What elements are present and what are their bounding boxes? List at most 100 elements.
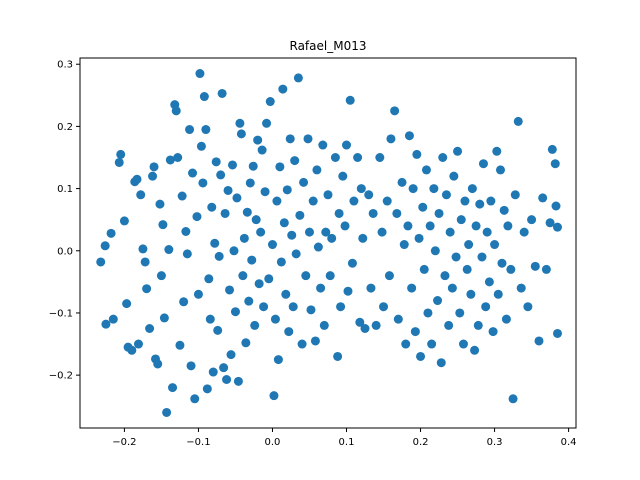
scatter-point	[490, 240, 500, 250]
scatter-point	[132, 174, 142, 184]
scatter-point	[199, 92, 209, 102]
scatter-point	[265, 97, 275, 107]
scatter-point	[262, 118, 272, 128]
scatter-point	[408, 184, 418, 194]
scatter-point	[440, 271, 450, 281]
scatter-point	[285, 134, 295, 144]
scatter-point	[133, 339, 143, 349]
scatter-point	[148, 171, 158, 181]
scatter-point	[217, 88, 227, 98]
scatter-point	[488, 327, 498, 337]
scatter-point	[190, 394, 200, 404]
scatter-point	[358, 233, 368, 243]
scatter-point	[444, 320, 454, 330]
scatter-point	[418, 202, 428, 212]
scatter-point	[470, 345, 480, 355]
scatter-point	[244, 296, 254, 306]
scatter-point	[272, 196, 282, 206]
scatter-point	[248, 161, 258, 171]
scatter-point	[251, 215, 261, 225]
scatter-point	[181, 227, 191, 236]
scatter-point	[552, 328, 562, 338]
scatter-point	[534, 336, 544, 346]
scatter-point	[538, 193, 548, 203]
scatter-point	[239, 233, 249, 243]
scatter-point	[449, 171, 459, 181]
scatter-point	[330, 153, 340, 162]
scatter-point	[379, 302, 389, 312]
scatter-point	[455, 308, 465, 318]
x-tick-label: 0.4	[561, 437, 577, 448]
scatter-point	[155, 199, 165, 209]
scatter-point	[260, 187, 270, 197]
scatter-point	[423, 308, 433, 318]
scatter-point	[208, 367, 218, 377]
scatter-point	[226, 350, 236, 360]
scatter-point	[241, 338, 251, 348]
scatter-point	[550, 159, 560, 169]
scatter-point	[301, 271, 311, 281]
scatter-point	[384, 271, 394, 281]
scatter-point	[245, 178, 255, 188]
scatter-point	[310, 336, 320, 346]
scatter-point	[506, 264, 516, 274]
scatter-point	[196, 141, 206, 151]
scatter-point	[399, 240, 409, 250]
scatter-point	[377, 227, 387, 237]
scatter-point	[541, 264, 551, 274]
scatter-point	[213, 325, 223, 335]
scatter-point	[164, 245, 174, 255]
scatter-point	[214, 251, 224, 261]
scatter-point	[552, 222, 562, 232]
scatter-point	[238, 271, 248, 281]
scatter-point	[401, 339, 411, 349]
scatter-point	[356, 184, 366, 194]
scatter-point	[451, 252, 461, 262]
scatter-point	[433, 296, 443, 306]
scatter-point	[299, 177, 309, 187]
scatter-point	[478, 159, 488, 169]
scatter-point	[201, 125, 211, 135]
scatter-point	[156, 271, 166, 281]
scatter-point	[295, 210, 305, 220]
scatter-point	[138, 244, 148, 254]
scatter-point	[106, 228, 116, 238]
scatter-point	[462, 264, 472, 274]
scatter-point	[345, 95, 355, 105]
scatter-point	[523, 302, 533, 312]
scatter-point	[460, 196, 470, 206]
scatter-point	[306, 305, 316, 315]
scatter-point	[349, 196, 359, 206]
scatter-point	[410, 327, 420, 337]
scatter-point	[458, 339, 468, 349]
scatter-point	[188, 168, 198, 178]
scatter-point	[333, 351, 343, 361]
scatter-point	[397, 177, 407, 187]
scatter-point	[235, 118, 245, 128]
scatter-point	[177, 191, 187, 201]
scatter-point	[386, 134, 396, 144]
scatter-point	[198, 178, 208, 188]
scatter-point	[382, 196, 392, 206]
scatter-point	[267, 240, 277, 250]
scatter-point	[467, 184, 477, 194]
x-tick-label: 0.0	[265, 437, 281, 448]
scatter-point	[291, 249, 301, 259]
scatter-point	[192, 212, 202, 222]
scatter-point	[185, 125, 195, 135]
scatter-point	[316, 283, 326, 293]
scatter-point	[508, 394, 518, 404]
scatter-point	[195, 69, 205, 79]
scatter-point	[499, 205, 509, 215]
scatter-point	[233, 376, 243, 386]
scatter-point	[145, 324, 155, 333]
scatter-point	[153, 359, 163, 369]
scatter-point	[456, 215, 466, 225]
scatter-point	[327, 233, 337, 243]
scatter-point	[340, 221, 350, 231]
scatter-point	[159, 313, 169, 323]
scatter-point	[347, 258, 357, 268]
scatter-point	[492, 146, 502, 156]
